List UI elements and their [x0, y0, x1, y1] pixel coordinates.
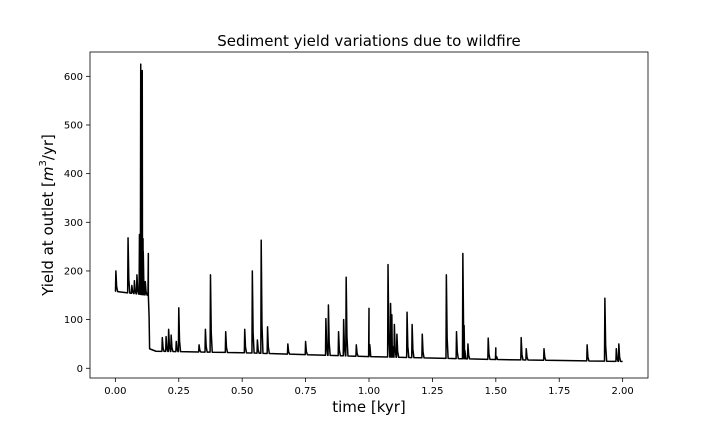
x-tick-label: 1.50 — [485, 386, 507, 397]
y-tick-label: 200 — [64, 266, 83, 277]
y-axis: 0 100 200 300 400 500 600 — [64, 72, 90, 375]
y-tick-label: 300 — [64, 218, 83, 229]
y-axis-label-exp: 3 — [38, 160, 49, 166]
y-axis-label-suffix: /yr] — [39, 134, 57, 160]
x-tick-label: 2.00 — [612, 386, 634, 397]
y-tick-label: 500 — [64, 120, 83, 131]
y-axis-label: Yield at outlet [m3/yr] — [38, 134, 57, 297]
x-tick-label: 0.75 — [294, 386, 316, 397]
y-axis-label-math: m — [39, 166, 57, 181]
y-tick-label: 100 — [64, 315, 83, 326]
y-tick-label: 400 — [64, 169, 83, 180]
x-tick-label: 0.00 — [104, 386, 126, 397]
series-line — [114, 63, 623, 363]
x-tick-label: 0.25 — [168, 386, 190, 397]
x-tick-label: 1.25 — [421, 386, 443, 397]
y-tick-label: 0 — [77, 364, 83, 375]
x-tick-label: 1.75 — [548, 386, 570, 397]
x-tick-label: 0.50 — [231, 386, 253, 397]
y-tick-label: 600 — [64, 72, 83, 83]
x-axis-label: time [kyr] — [332, 398, 406, 416]
x-tick-label: 1.00 — [358, 386, 380, 397]
x-axis: 0.00 0.25 0.50 0.75 1.00 1.25 1.50 1.75 2.00 — [104, 378, 634, 397]
y-axis-label-prefix: Yield at outlet [ — [39, 181, 57, 297]
chart-title: Sediment yield variations due to wildfir… — [217, 32, 521, 50]
